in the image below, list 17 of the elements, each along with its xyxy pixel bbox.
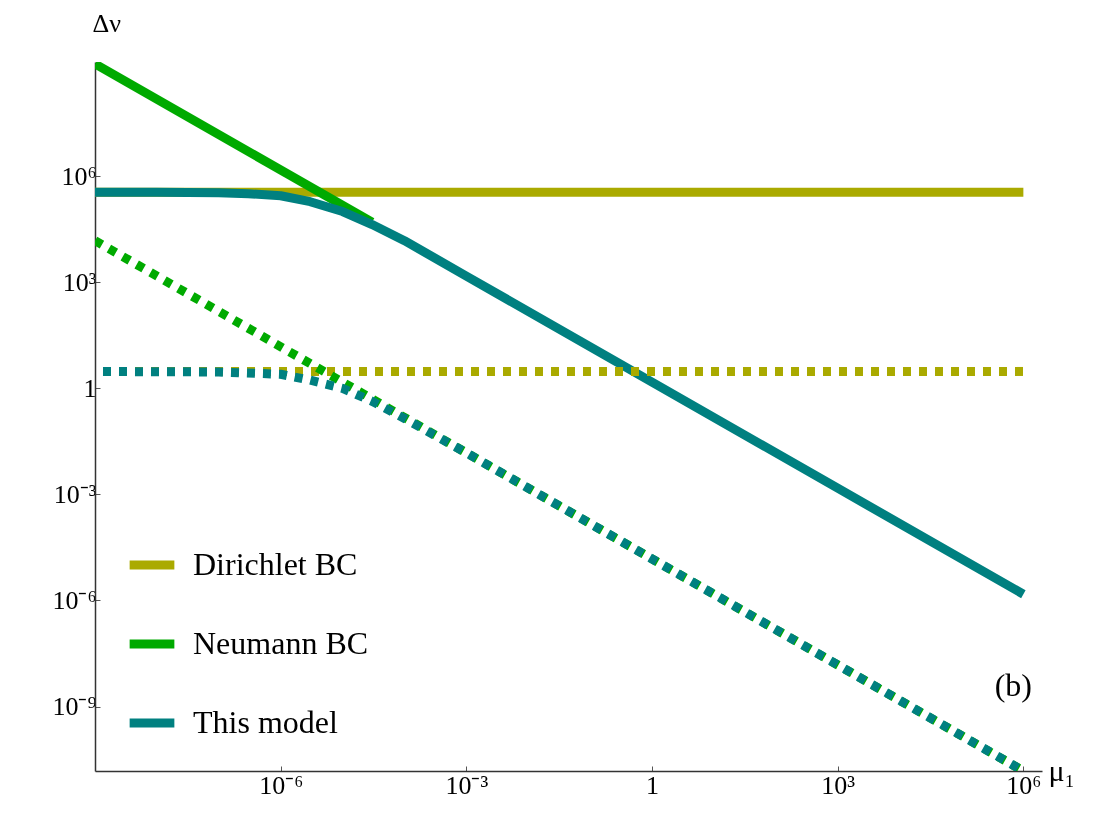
legend-label: Neumann BC [193,625,369,661]
y-tick-label: 10⁻⁹ [52,692,97,722]
annotation: (b) [994,667,1032,703]
y-tick-label: 10⁻⁶ [52,585,97,615]
x-axis-title: μ₁ [1048,753,1076,787]
legend-label: This model [193,704,338,740]
x-tick-label: 10⁻³ [445,770,489,800]
y-tick-label: 10⁻³ [53,479,97,509]
y-tick-label: 1 [83,373,97,403]
legend-label: Dirichlet BC [193,546,358,582]
y-tick-label: 10³ [62,267,97,297]
x-tick-label: 10⁶ [1006,770,1042,800]
y-axis-title: Δν [92,8,122,38]
x-tick-label: 10³ [821,770,856,800]
x-tick-label: 1 [646,770,660,800]
x-tick-label: 10⁻⁶ [259,770,304,800]
y-tick-label: 10⁶ [61,161,97,191]
